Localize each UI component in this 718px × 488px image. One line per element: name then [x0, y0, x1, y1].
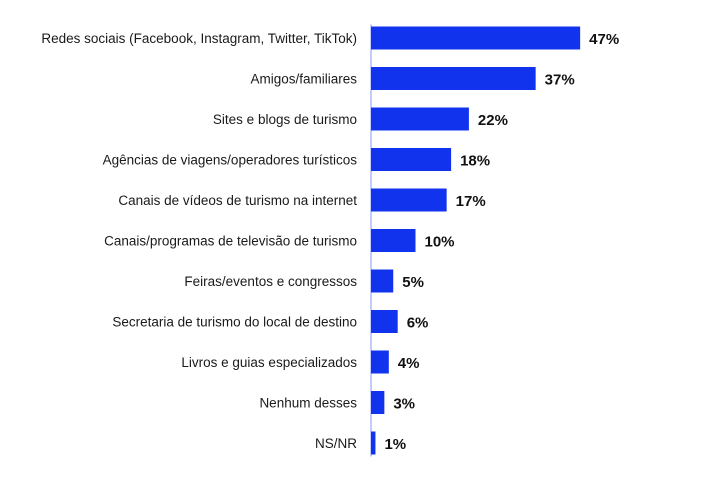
category-label: Canais de vídeos de turismo na internet [118, 193, 357, 208]
category-label: Canais/programas de televisão de turismo [104, 234, 357, 249]
bar [371, 350, 389, 374]
value-label: 18% [460, 153, 490, 170]
category-label: Agências de viagens/operadores turístico… [103, 153, 358, 168]
value-label: 4% [398, 355, 420, 372]
bar [371, 431, 376, 455]
bar [371, 310, 398, 333]
value-label: 1% [384, 436, 406, 453]
bar [371, 67, 536, 90]
category-label: Nenhum desses [259, 396, 357, 411]
value-label: 37% [545, 72, 575, 89]
category-label: NS/NR [315, 436, 357, 451]
category-label: Secretaria de turismo do local de destin… [112, 315, 357, 330]
value-label: 6% [407, 315, 429, 332]
category-label: Sites e blogs de turismo [213, 112, 357, 127]
category-label: Redes sociais (Facebook, Instagram, Twit… [41, 31, 357, 46]
value-label: 3% [393, 396, 415, 413]
value-label: 47% [589, 31, 619, 48]
bar [371, 391, 385, 414]
category-label: Livros e guias especializados [181, 355, 357, 370]
value-label: 17% [456, 193, 486, 210]
value-label: 10% [425, 234, 455, 251]
bar [371, 188, 447, 212]
category-label: Amigos/familiares [250, 72, 357, 87]
value-label: 22% [478, 112, 508, 129]
category-label: Feiras/eventos e congressos [184, 274, 357, 289]
bar [371, 26, 581, 50]
bar [371, 107, 469, 131]
bar [371, 269, 394, 293]
bar [371, 229, 416, 252]
value-label: 5% [402, 274, 424, 291]
bar [371, 148, 452, 171]
